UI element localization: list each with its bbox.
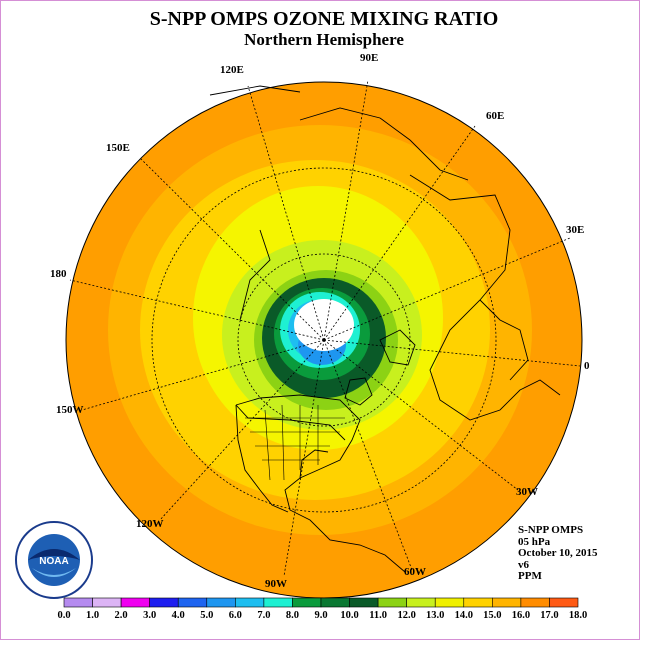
colorbar-label: 9.0 [314, 610, 327, 621]
us-state-borders [245, 404, 345, 481]
noaa-logo: NOAA [15, 521, 93, 599]
colorbar-swatch [434, 597, 465, 608]
colorbar-swatch [377, 597, 407, 608]
colorbar-label: 6.0 [229, 610, 242, 621]
colorbar-label: 4.0 [172, 610, 185, 621]
lon-label-150e: 150E [106, 142, 130, 154]
page-title: S-NPP OMPS OZONE MIXING RATIO [149, 8, 499, 30]
lon-label-90w: 90W [265, 578, 287, 590]
lon-label-90e: 90E [360, 52, 379, 64]
colorbar-swatch [406, 597, 436, 608]
colorbar-swatch [292, 597, 322, 608]
colorbar-swatch [263, 597, 293, 608]
colorbar-label: 13.0 [426, 610, 444, 621]
info-instrument: S-NPP OMPS [518, 524, 584, 536]
info-level: 05 hPa [518, 535, 551, 548]
coastlines [209, 85, 561, 573]
lon-label-30e: 30E [566, 224, 585, 236]
colorbar-swatch [92, 597, 122, 608]
colorbar-label: 12.0 [397, 610, 415, 621]
lon-label-120e: 120E [220, 64, 244, 76]
colorbar-label: 18.0 [569, 610, 587, 621]
colorbar-swatch [120, 597, 150, 608]
colorbar-label: 2.0 [115, 610, 128, 621]
colorbar-swatch [349, 597, 379, 608]
colorbar-label: 3.0 [143, 610, 156, 621]
colorbar-swatch [235, 597, 265, 608]
colorbar-swatch [320, 597, 350, 608]
lon-label-180: 180 [50, 268, 67, 280]
lon-label-120w: 120W [136, 518, 164, 530]
colorbar-label: 5.0 [200, 610, 213, 621]
colorbar-label: 15.0 [483, 610, 501, 621]
lon-label-60w: 60W [404, 566, 426, 578]
lon-label-30w: 30W [516, 486, 538, 498]
lon-label-60e: 60E [486, 110, 505, 122]
info-units: PPM [518, 570, 542, 582]
colorbar-swatch [520, 597, 550, 608]
graticule [69, 79, 581, 577]
colorbar-label: 11.0 [369, 610, 387, 621]
map-frame [0, 0, 640, 640]
colorbar-label: 17.0 [540, 610, 558, 621]
product-info: S-NPP OMPS 05 hPa October 10, 2015 v6 PP… [518, 524, 598, 583]
colorbar-label: 0.0 [57, 610, 70, 621]
colorbar-swatch [149, 597, 179, 608]
info-version: v6 [518, 558, 529, 571]
colorbar-label: 16.0 [512, 610, 530, 621]
colorbar-label: 8.0 [286, 610, 299, 621]
info-date: October 10, 2015 [518, 547, 598, 559]
colorbar-swatch [177, 597, 208, 608]
colorbar: 0.0 1.0 2.0 3.0 4.0 5.0 6.0 7.0 8.0 9.0 10.0 11.0 12… [57, 597, 587, 621]
page-subtitle: Northern Hemisphere [244, 30, 404, 49]
colorbar-swatch [206, 597, 236, 608]
colorbar-swatch [463, 597, 493, 608]
colorbar-label: 10.0 [340, 610, 358, 621]
lon-label-150w: 150W [56, 404, 84, 416]
logo-text: NOAA [39, 556, 68, 567]
colorbar-label: 14.0 [455, 610, 473, 621]
colorbar-label: 7.0 [257, 610, 270, 621]
colorbar-swatch [549, 597, 579, 608]
colorbar-label: 1.0 [86, 610, 99, 621]
lon-label-0: 0 [584, 360, 590, 372]
colorbar-swatch [492, 597, 522, 608]
